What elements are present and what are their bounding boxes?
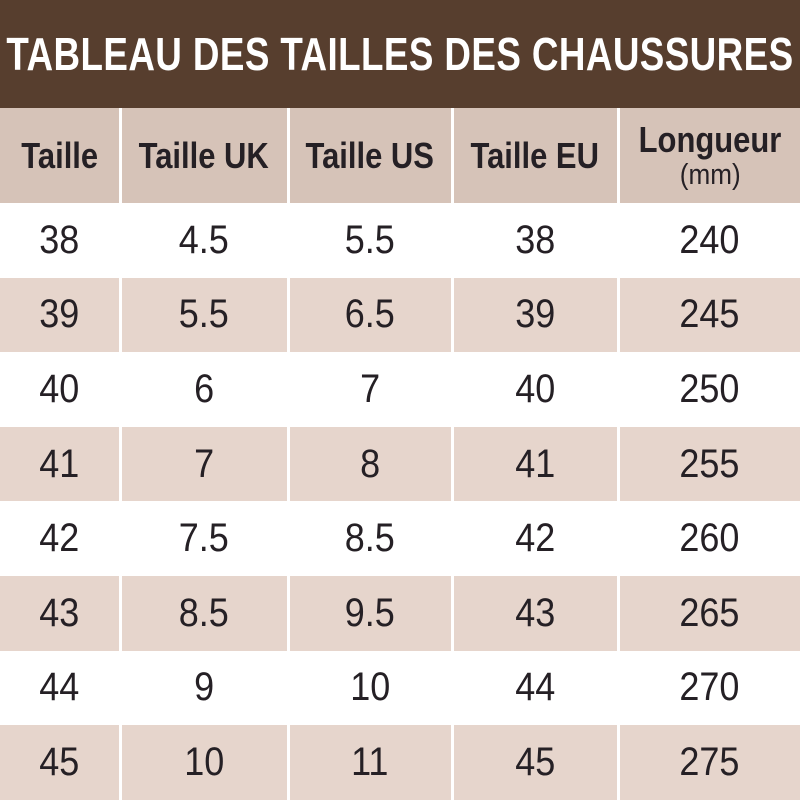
table-row: 38 4.5 5.5 38 240 <box>0 203 800 278</box>
table-row: 41 7 8 41 255 <box>0 426 800 502</box>
size-cell: 42 <box>450 501 618 576</box>
size-cell: 41 <box>39 441 80 486</box>
size-cell: 265 <box>616 575 800 651</box>
size-cell: 7 <box>118 426 288 502</box>
size-cell: 40 <box>450 352 618 427</box>
size-cell: 40 <box>39 366 80 411</box>
size-cell: 11 <box>286 725 452 800</box>
size-cell: 8 <box>286 426 452 502</box>
table-row: 39 5.5 6.5 39 245 <box>0 277 800 353</box>
table-row: 43 8.5 9.5 43 265 <box>0 575 800 651</box>
table-row: 45 10 11 45 275 <box>0 725 800 800</box>
size-cell: 9 <box>118 650 288 726</box>
size-cell: 6 <box>118 352 288 427</box>
col-header-taille-eu-label: Taille EU <box>470 134 600 176</box>
size-cell: 45 <box>450 725 618 800</box>
size-table: Taille Taille UK Taille US Taille EU Lon… <box>0 108 800 800</box>
col-header-taille-uk-label: Taille UK <box>138 134 270 176</box>
col-header-taille-uk: Taille UK <box>118 108 288 203</box>
col-header-taille-eu: Taille EU <box>450 108 618 203</box>
size-cell: 10 <box>286 650 452 726</box>
size-cell: 245 <box>616 277 800 353</box>
size-cell: 7.5 <box>118 501 288 576</box>
size-cell: 275 <box>616 725 800 800</box>
header-row: Taille Taille UK Taille US Taille EU Lon… <box>0 108 800 203</box>
size-cell: 240 <box>616 203 800 278</box>
col-header-taille-us-label: Taille US <box>305 134 435 176</box>
size-cell: 4.5 <box>118 203 288 278</box>
size-cell: 250 <box>616 352 800 427</box>
col-header-taille-label: Taille <box>20 134 98 176</box>
size-cell: 10 <box>118 725 288 800</box>
size-cell: 42 <box>39 516 80 561</box>
size-cell: 39 <box>450 277 618 353</box>
size-cell: 39 <box>39 292 80 337</box>
size-cell: 5.5 <box>286 203 452 278</box>
size-cell: 38 <box>450 203 618 278</box>
size-cell: 38 <box>39 217 80 262</box>
size-cell: 255 <box>616 426 800 502</box>
size-cell: 44 <box>39 665 80 710</box>
table-row: 40 6 7 40 250 <box>0 352 800 427</box>
size-cell: 43 <box>450 575 618 651</box>
table-row: 44 9 10 44 270 <box>0 650 800 726</box>
col-header-taille-us: Taille US <box>286 108 452 203</box>
size-cell: 5.5 <box>118 277 288 353</box>
table-body: 38 4.5 5.5 38 240 39 5.5 6.5 39 245 40 6… <box>0 203 800 800</box>
size-cell: 260 <box>616 501 800 576</box>
col-header-longueur-label: Longueur <box>638 118 782 160</box>
size-cell: 8.5 <box>118 575 288 651</box>
size-cell: 270 <box>616 650 800 726</box>
title-bar: TABLEAU DES TAILLES DES CHAUSSURES <box>0 0 800 108</box>
size-cell: 43 <box>39 590 80 635</box>
page-title: TABLEAU DES TAILLES DES CHAUSSURES <box>6 28 794 80</box>
table-row: 42 7.5 8.5 42 260 <box>0 501 800 576</box>
size-cell: 44 <box>450 650 618 726</box>
size-cell: 41 <box>450 426 618 502</box>
size-cell: 8.5 <box>286 501 452 576</box>
col-header-taille: Taille <box>0 108 120 203</box>
size-cell: 9.5 <box>286 575 452 651</box>
size-cell: 7 <box>286 352 452 427</box>
size-cell: 6.5 <box>286 277 452 353</box>
table-header: Taille Taille UK Taille US Taille EU Lon… <box>0 108 800 203</box>
col-header-longueur: Longueur (mm) <box>616 108 800 203</box>
size-cell: 45 <box>39 739 80 784</box>
col-header-longueur-unit: (mm) <box>679 158 741 191</box>
